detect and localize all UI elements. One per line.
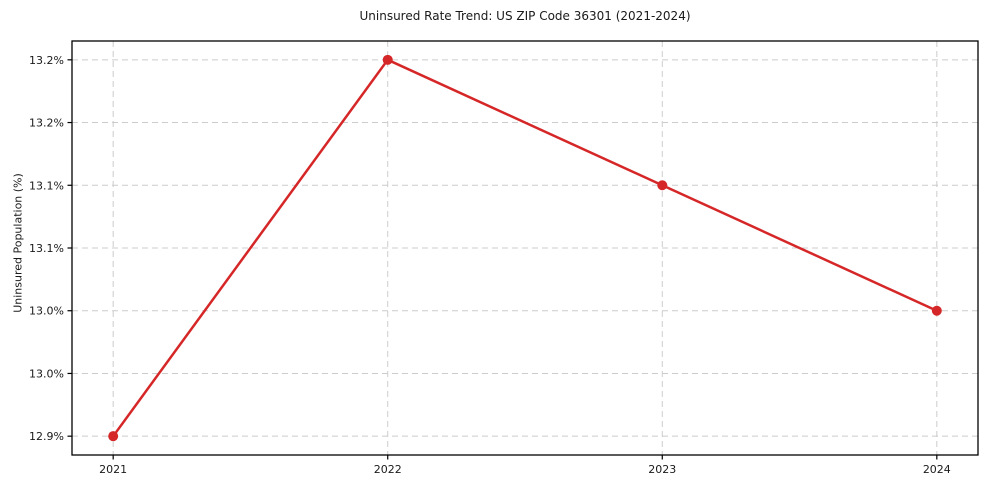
y-tick-label: 13.1% xyxy=(29,242,64,255)
y-tick-label: 13.0% xyxy=(29,305,64,318)
y-tick-label: 13.1% xyxy=(29,179,64,192)
data-point-marker xyxy=(657,180,668,191)
y-tick-label: 13.2% xyxy=(29,54,64,67)
x-tick-label: 2023 xyxy=(648,463,676,476)
x-tick-label: 2022 xyxy=(374,463,402,476)
x-tick-label: 2024 xyxy=(923,463,951,476)
data-point-marker xyxy=(108,431,119,442)
x-tick-label: 2021 xyxy=(99,463,127,476)
data-point-marker xyxy=(382,54,393,65)
y-tick-label: 12.9% xyxy=(29,430,64,443)
data-point-marker xyxy=(931,305,942,316)
y-tick-label: 13.2% xyxy=(29,117,64,130)
y-tick-label: 13.0% xyxy=(29,367,64,380)
trend-line xyxy=(111,58,939,438)
y-axis-label: Uninsured Population (%) xyxy=(11,173,25,313)
chart-title: Uninsured Rate Trend: US ZIP Code 36301 … xyxy=(359,9,691,23)
